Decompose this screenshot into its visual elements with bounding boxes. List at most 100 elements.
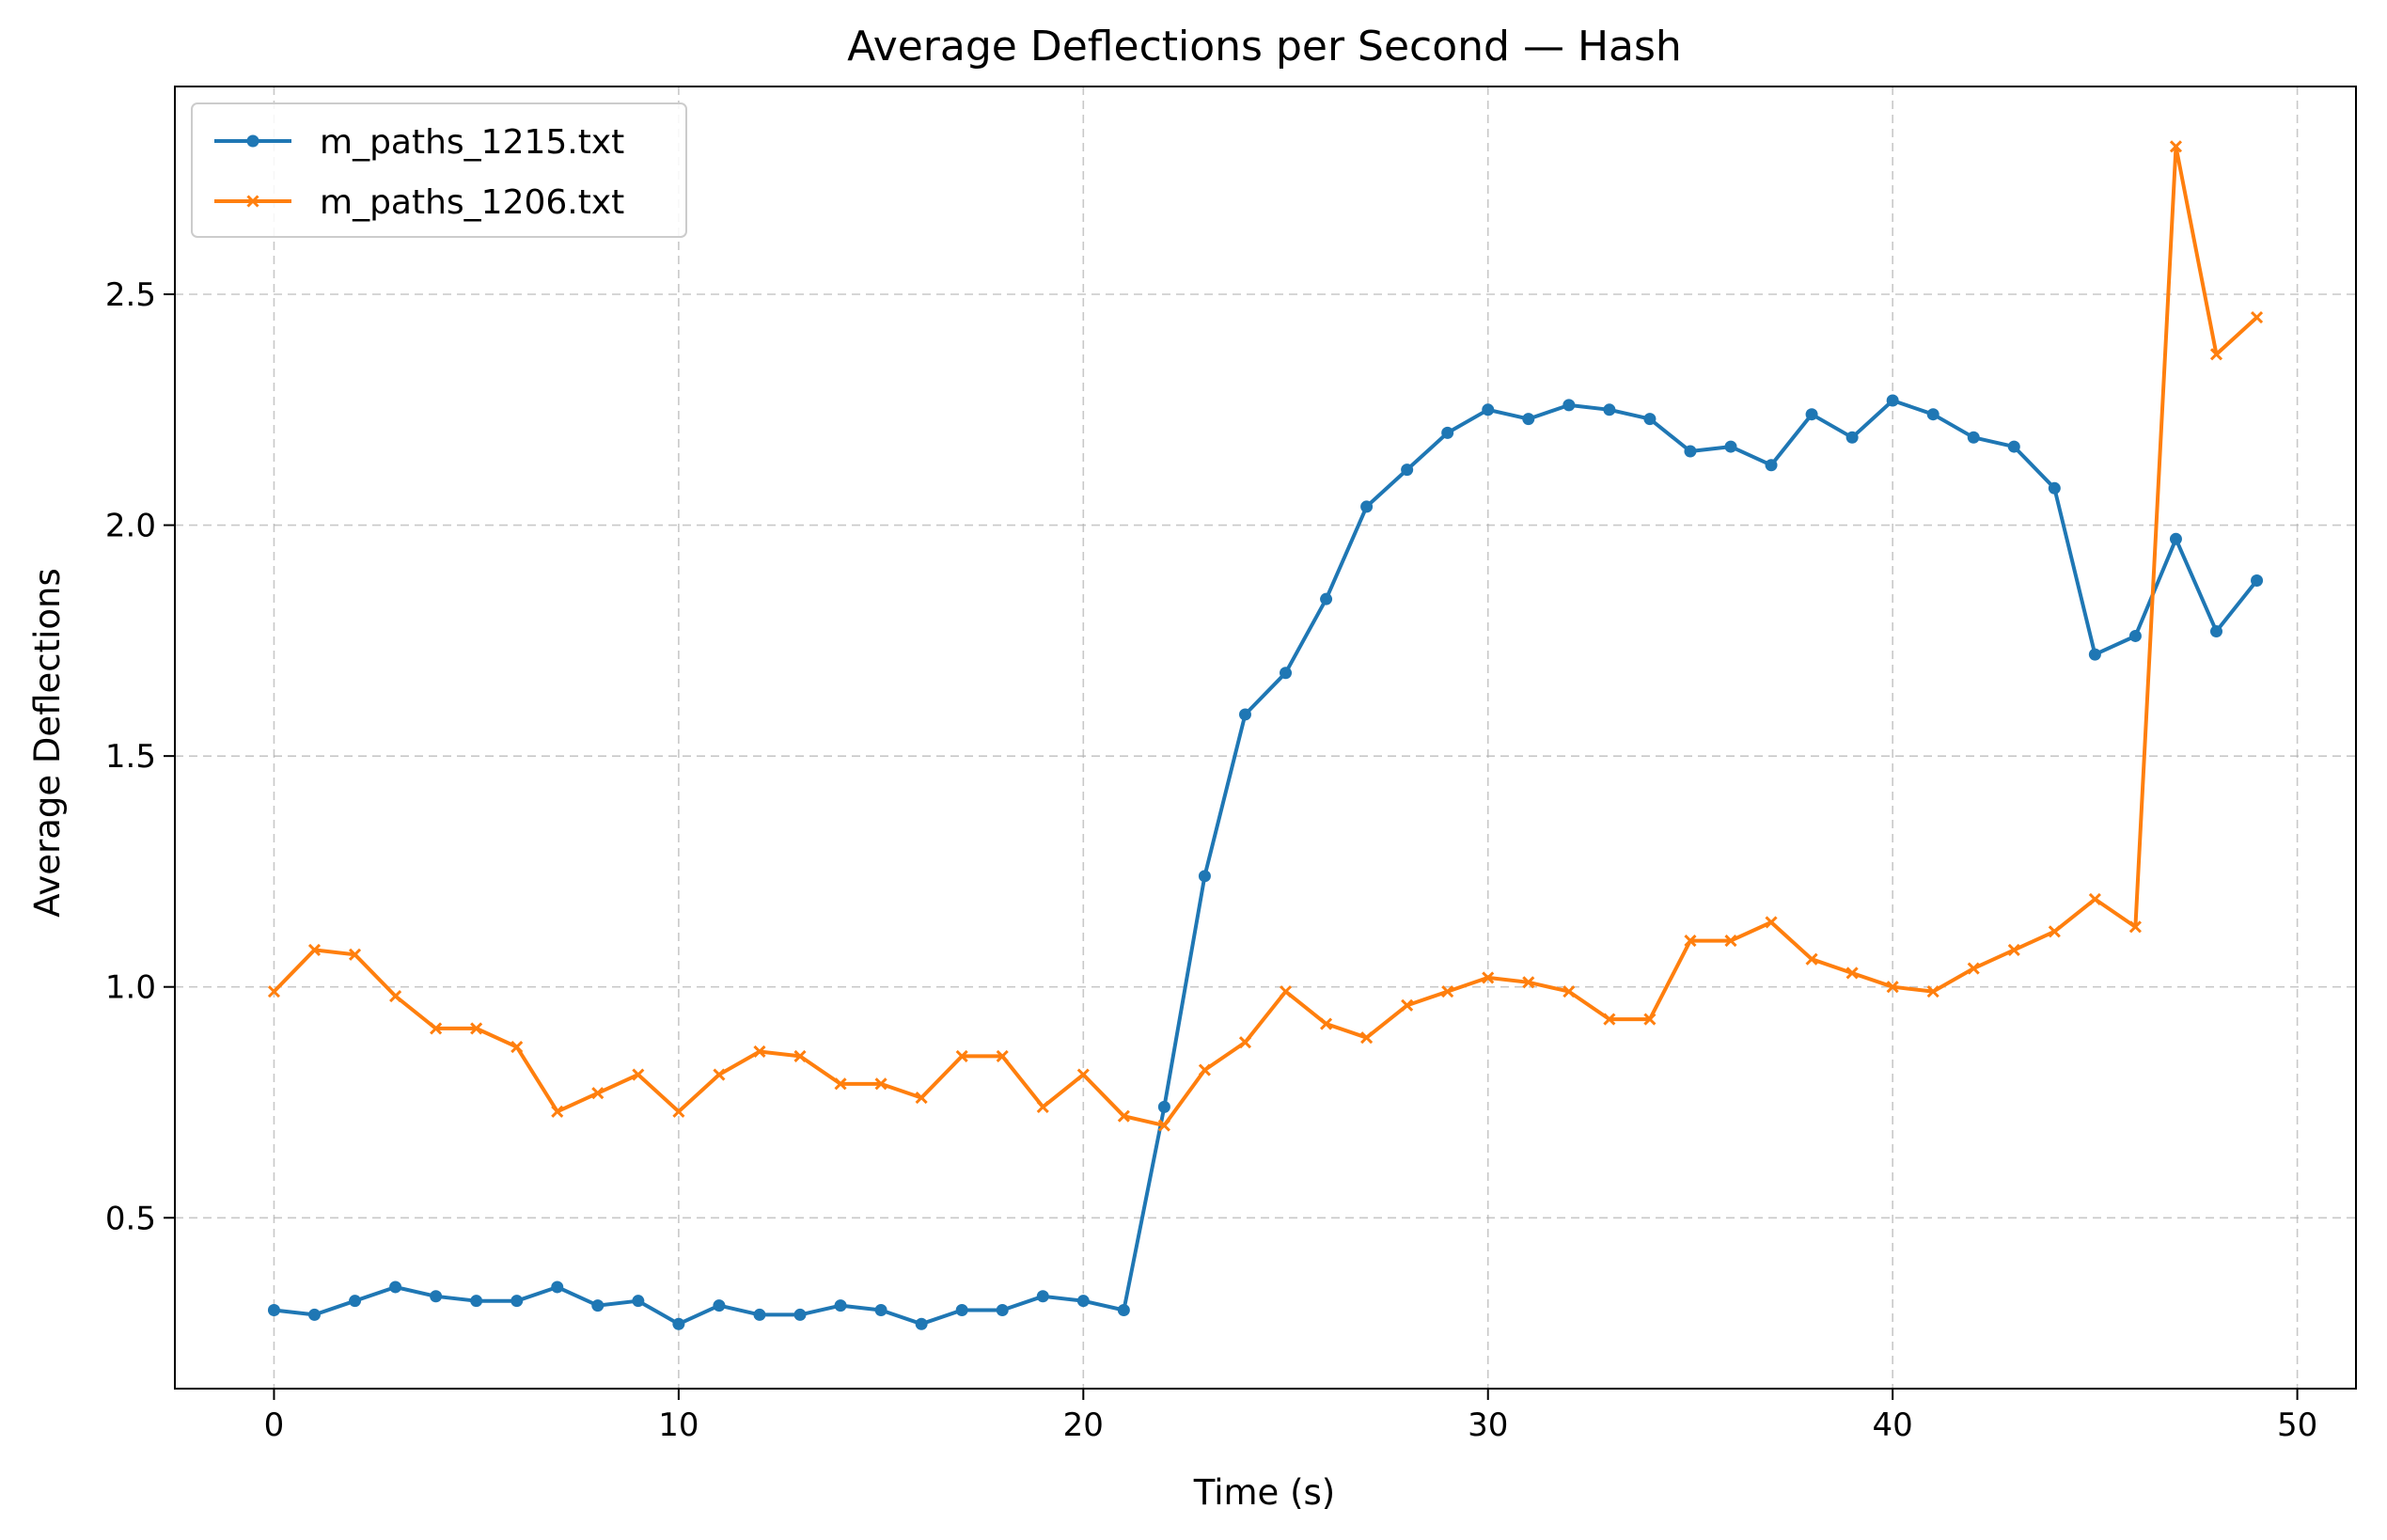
data-point [1441,985,1454,998]
data-point [1360,500,1374,513]
data-point [672,1317,685,1330]
data-point [672,1105,685,1118]
data-point [2048,925,2061,938]
grid-lines [175,86,2356,1389]
data-point [551,1281,564,1294]
data-point [1563,399,1576,412]
data-point [753,1308,766,1321]
chart-title: Average Deflections per Second — Hash [847,23,1682,71]
data-point [955,1049,968,1062]
data-point [1238,1036,1252,1049]
data-point [874,1304,887,1317]
legend-swatch-marker [246,134,259,148]
data-point [1765,459,1778,472]
x-tick-label: 50 [2277,1406,2317,1444]
data-point [1643,1013,1657,1026]
data-point [1724,935,1737,948]
data-point [1076,1295,1090,1308]
data-point [1279,985,1293,998]
data-point [470,1022,483,1035]
data-point [2007,440,2020,453]
data-point [307,943,322,956]
data-point [1684,935,1697,948]
data-point [632,1295,645,1308]
data-point [349,1295,362,1308]
data-point [2169,140,2183,153]
data-point [1157,1100,1170,1113]
plot-frame [174,86,2357,1390]
x-axis-label: Time (s) [1193,1472,1335,1513]
data-point [1643,413,1657,426]
data-point [389,989,402,1003]
data-point [1036,1290,1049,1303]
data-point [632,1068,645,1081]
data-point [1603,1013,1616,1026]
data-point [510,1040,524,1054]
legend: m_paths_1215.txt m_paths_1206.txt [191,102,687,238]
x-tick-label: 40 [1873,1406,1913,1444]
data-point [2128,629,2142,642]
data-point [1198,870,1211,883]
data-point [348,948,362,961]
data-point [470,1295,483,1308]
data-point [1926,985,1939,998]
data-point [1805,408,1818,421]
data-point [1076,1068,1090,1081]
data-point [1401,998,1414,1012]
data-point [1765,916,1778,929]
data-point [793,1049,807,1062]
legend-swatch-marker [246,195,259,208]
data-point [267,985,281,998]
data-point [1036,1100,1049,1113]
data-point [1563,985,1576,998]
data-point [1238,708,1251,721]
data-point [996,1049,1009,1062]
data-point [1926,408,1939,421]
data-point [1482,403,1495,416]
y-tick-label: 1.5 [105,738,156,776]
x-tick-label: 30 [1468,1406,1508,1444]
data-point [1117,1304,1130,1317]
data-point [307,1308,321,1321]
series-line [274,399,2259,1327]
data-point [1441,426,1454,439]
data-point [389,1281,402,1294]
data-point [1280,667,1293,680]
data-point [1198,1063,1212,1076]
y-tick-label: 0.5 [105,1200,156,1237]
series-2 [267,140,2264,1132]
data-point [1360,1031,1374,1045]
data-point [591,1299,605,1312]
y-tick-label: 1.0 [105,969,156,1007]
data-point [1886,394,1899,407]
data-point [430,1290,443,1303]
data-point [834,1299,847,1312]
data-point [834,1077,847,1091]
data-point [591,1087,605,1100]
data-point [1157,1119,1170,1132]
data-point [955,1304,968,1317]
data-point [1845,966,1859,980]
data-point [2251,574,2264,588]
data-point [2128,920,2142,934]
data-point [713,1068,726,1081]
data-point [1482,971,1495,984]
data-point [915,1317,928,1330]
data-point [267,1304,280,1317]
data-point [1967,962,1980,975]
legend-label: m_paths_1215.txt [320,123,624,162]
data-point [1320,592,1333,605]
data-point [2048,481,2061,495]
series-layer [267,140,2264,1330]
data-point [1684,445,1697,458]
y-tick-label: 2.0 [105,508,156,545]
data-point [1522,413,1535,426]
data-point [915,1092,928,1105]
data-point [2209,348,2223,361]
y-axis-label: Average Deflections [27,568,68,918]
data-point [551,1105,564,1118]
data-point [2007,943,2020,956]
data-point [1845,431,1859,444]
axis-ticks: 0 10 20 30 40 50 0.5 1.0 1.5 2.0 2.5 [105,276,2317,1444]
data-point [1401,464,1414,477]
